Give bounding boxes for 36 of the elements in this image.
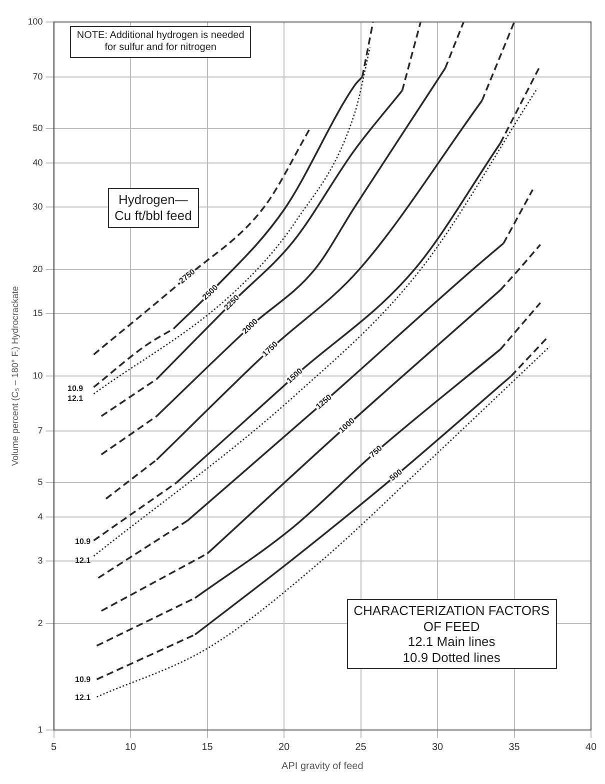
x-tick-label: 20: [278, 742, 290, 753]
x-axis-title: API gravity of feed: [282, 760, 364, 772]
y-tick-label: 70: [32, 71, 43, 82]
annotation: 10.9: [75, 536, 91, 546]
annotation: CHARACTERIZATION FACTORS OF FEED 12.1 Main lines 10.9 Dotted lines: [346, 599, 557, 670]
annotation: 750: [368, 443, 384, 460]
annotation: 10.9: [75, 674, 91, 685]
x-tick-label: 35: [508, 742, 520, 753]
annotation: 10.9: [68, 384, 84, 394]
y-tick-label: 5: [38, 477, 43, 488]
x-tick-label: 10: [124, 742, 137, 753]
annotation: 12.1: [75, 556, 91, 566]
annotation: Hydrogen— Cu ft/bbl feed: [108, 188, 199, 228]
y-tick-label: 7: [38, 425, 43, 436]
x-tick-label: 40: [585, 742, 597, 753]
y-tick-label: 4: [38, 511, 43, 522]
x-tick-label: 25: [355, 742, 367, 753]
x-tick-label: 15: [202, 742, 214, 753]
y-tick-label: 10: [32, 370, 43, 380]
y-tick-label: 15: [32, 308, 43, 318]
y-axis-title: Volume percent (C₅ – 180° F.) Hydrocrackate: [10, 286, 20, 466]
x-tick-label: 5: [51, 742, 58, 753]
line-series: [92, 127, 312, 356]
y-tick-label: 1: [38, 724, 43, 734]
annotation: NOTE: Additional hydrogen is needed for sulfur and for nitrogen: [70, 26, 252, 58]
y-tick-label: 2: [38, 618, 43, 628]
y-tick-label: 3: [38, 556, 43, 566]
annotation: 12.1: [75, 693, 91, 703]
y-tick-label: 50: [32, 123, 43, 134]
y-tick-label: 40: [32, 157, 43, 168]
y-tick-label: 20: [32, 264, 43, 274]
annotation: 12.1: [68, 394, 84, 404]
y-tick-label: 100: [28, 16, 43, 26]
y-tick-label: 30: [32, 202, 43, 212]
annotation: 500: [388, 467, 404, 483]
x-tick-label: 30: [432, 742, 444, 753]
